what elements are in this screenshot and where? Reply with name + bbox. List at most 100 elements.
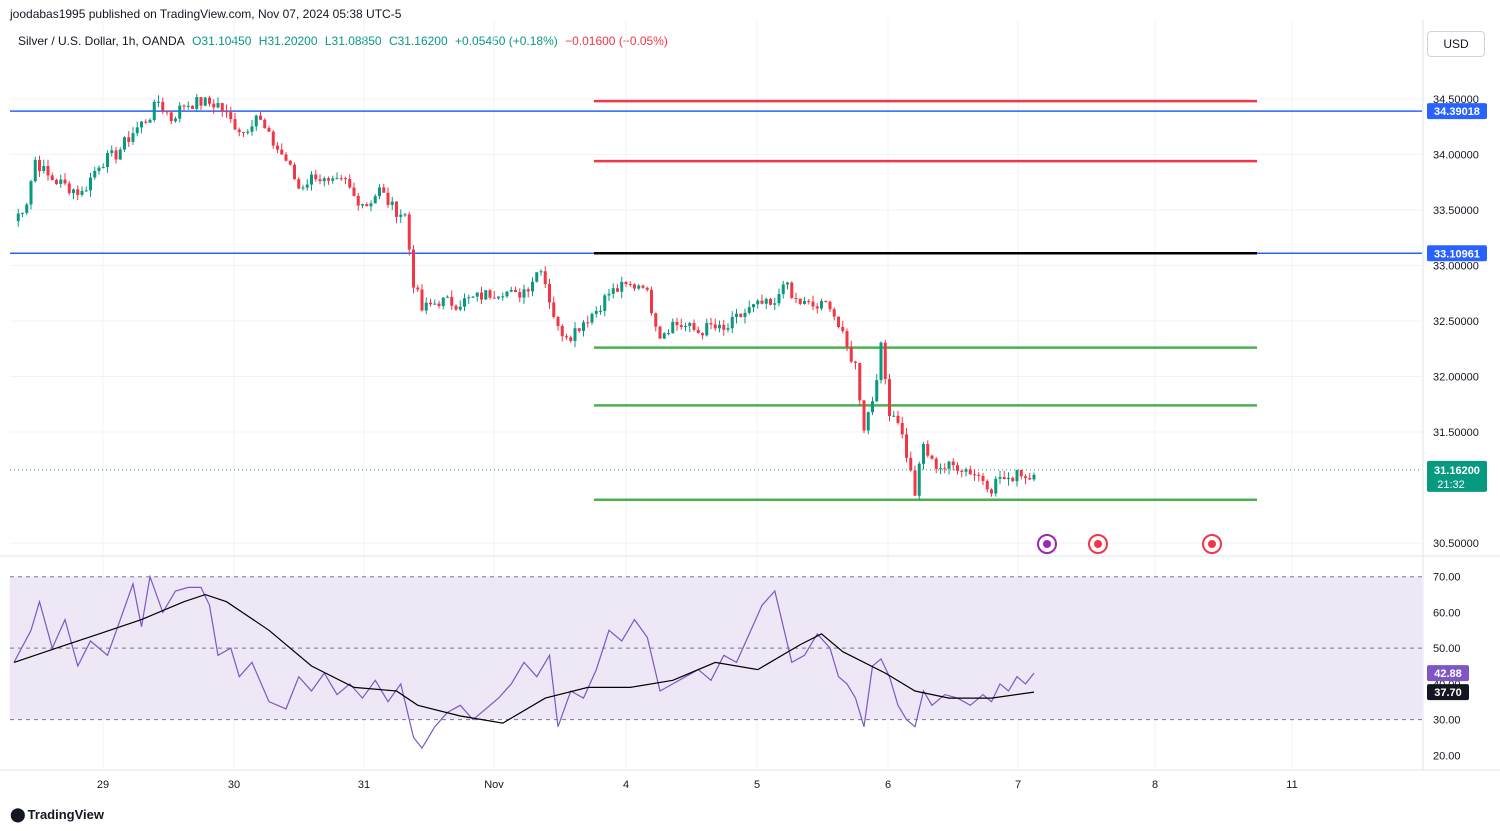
candle-body <box>284 154 288 161</box>
candle-body <box>339 178 343 180</box>
candle-body <box>841 326 845 332</box>
candle-body <box>722 324 726 330</box>
candle-body <box>233 119 237 130</box>
candle-body <box>879 342 883 381</box>
candle-body <box>42 166 46 172</box>
candle-body <box>526 289 530 292</box>
candle-body <box>114 150 118 160</box>
candle-body <box>616 288 619 292</box>
candle-body <box>254 115 258 127</box>
candle-body <box>331 178 335 181</box>
y-tick-label: 33.00000 <box>1433 260 1479 272</box>
currency-button[interactable]: USD <box>1427 31 1485 57</box>
candle-body <box>837 316 840 327</box>
candle-body <box>191 105 194 109</box>
candle-body <box>985 480 989 490</box>
candle-body <box>25 204 29 213</box>
candle-body <box>378 187 381 197</box>
candle-body <box>403 214 407 216</box>
candle-body <box>658 326 662 339</box>
candle-body <box>335 178 339 180</box>
x-tick-label: 11 <box>1286 779 1297 791</box>
candle-body <box>356 195 360 206</box>
candle-body <box>692 322 696 330</box>
candle-body <box>590 313 594 323</box>
tradingview-logo-icon: ⬤ <box>10 806 26 822</box>
candle-body <box>310 174 313 185</box>
x-tick-label: 7 <box>1015 779 1021 791</box>
candle-body <box>977 474 981 476</box>
open-value: O31.10450 <box>192 34 252 48</box>
candle-body <box>858 363 862 401</box>
candle-body <box>55 180 58 184</box>
x-tick-label: 5 <box>754 779 760 791</box>
candle-body <box>140 121 143 128</box>
y-tick-label: 32.00000 <box>1433 372 1479 384</box>
candle-body <box>917 463 921 496</box>
candle-body <box>1032 474 1036 480</box>
candle-body <box>16 213 20 222</box>
candle-body <box>348 178 352 188</box>
candle-body <box>862 400 866 431</box>
symbol-name[interactable]: Silver / U.S. Dollar, 1h, OANDA <box>18 34 185 48</box>
candle-body <box>1028 477 1032 480</box>
candle-body <box>798 298 802 304</box>
candle-body <box>178 105 182 119</box>
candle-body <box>934 458 938 469</box>
candle-body <box>471 296 475 298</box>
candle-body <box>709 323 713 325</box>
candle-body <box>981 475 985 481</box>
candle-body <box>871 401 874 413</box>
candle-body <box>250 126 254 132</box>
candle-body <box>1024 476 1027 478</box>
x-tick-label: 31 <box>358 779 370 791</box>
candle-body <box>382 187 386 193</box>
candle-body <box>752 304 755 308</box>
candle-body <box>21 212 24 214</box>
candle-body <box>399 214 403 217</box>
candle-body <box>174 118 177 122</box>
candle-body <box>594 311 598 314</box>
candle-body <box>947 461 951 469</box>
candle-body <box>624 281 628 285</box>
candle-body <box>756 300 760 305</box>
tradingview-brand[interactable]: ⬤ TradingView <box>10 806 104 823</box>
candle-body <box>747 307 751 313</box>
candle-body <box>271 131 275 146</box>
candle-body <box>569 337 573 341</box>
candle-body <box>484 290 488 300</box>
candle-body <box>225 111 228 113</box>
candle-body <box>259 115 262 120</box>
y-tick-label: 31.50000 <box>1433 427 1479 439</box>
candle-body <box>361 204 364 206</box>
candle-body <box>713 324 717 329</box>
candle-body <box>696 329 700 334</box>
candle-body <box>956 465 959 471</box>
candle-body <box>365 204 369 207</box>
candle-body <box>773 303 777 305</box>
rsi-ma-line <box>13 593 1035 724</box>
candle-body <box>599 310 602 312</box>
candle-body <box>548 284 551 303</box>
y-tick-label: 34.50000 <box>1433 94 1479 106</box>
candle-body <box>577 328 581 331</box>
candle-body <box>352 187 356 196</box>
candle-body <box>943 468 947 470</box>
rsi-tick-label: 20.00 <box>1433 750 1461 762</box>
candle-body <box>730 316 734 329</box>
candle-body <box>246 131 250 133</box>
candle-body <box>420 289 424 311</box>
candle-body <box>688 322 692 327</box>
candle-body <box>790 282 794 299</box>
y-tick-label: 30.50000 <box>1433 538 1479 550</box>
candle-body <box>603 295 607 311</box>
candle-body <box>412 249 415 288</box>
candle-body <box>964 469 968 472</box>
low-value: L31.08850 <box>324 34 382 48</box>
candle-body <box>803 300 806 304</box>
bar-countdown-label: 21:32 <box>1437 479 1465 491</box>
candle-body <box>72 189 75 194</box>
candle-body <box>318 179 322 182</box>
candle-body <box>182 105 186 107</box>
